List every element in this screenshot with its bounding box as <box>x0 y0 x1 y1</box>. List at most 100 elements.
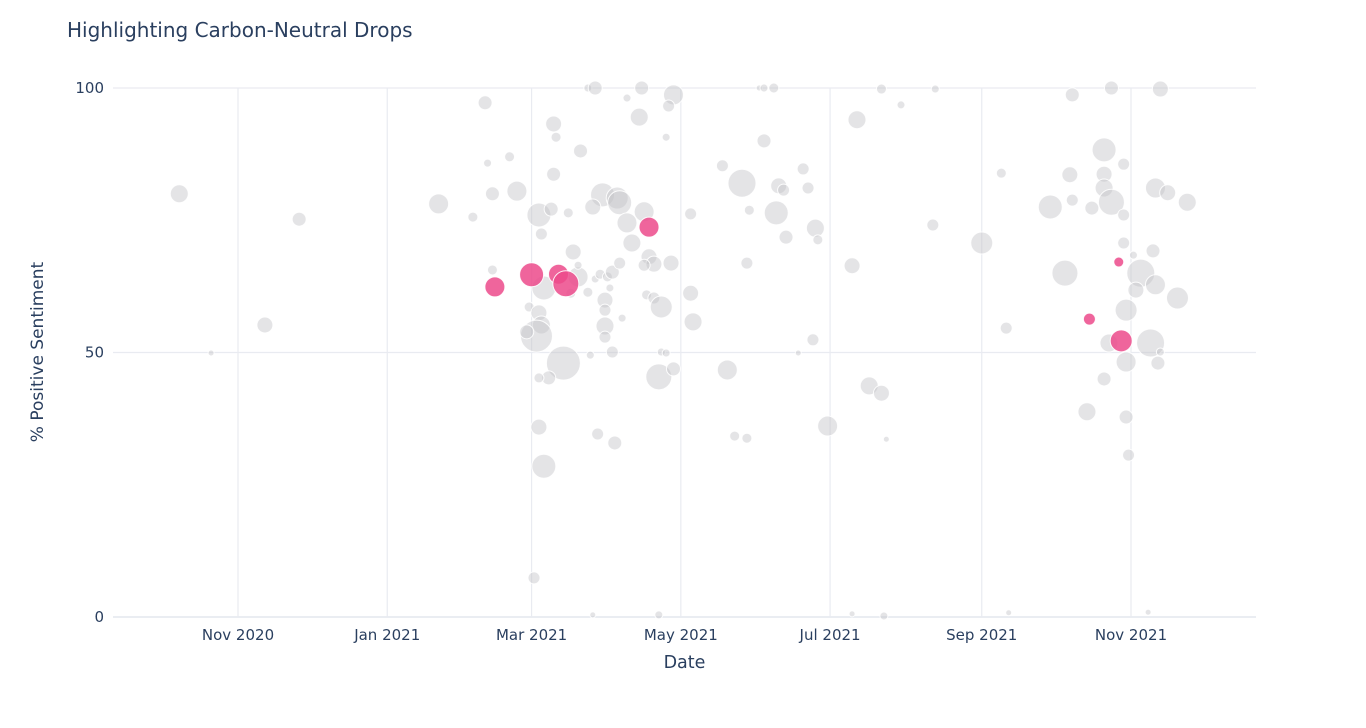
bubble[interactable] <box>817 415 839 437</box>
highlight-bubble[interactable] <box>1082 312 1096 326</box>
bubble[interactable] <box>970 231 994 255</box>
bubble[interactable] <box>546 166 562 182</box>
bubble[interactable] <box>486 264 498 276</box>
bubble[interactable] <box>607 435 623 451</box>
bubble[interactable] <box>530 304 548 322</box>
bubble[interactable] <box>740 256 754 270</box>
bubble[interactable] <box>794 349 802 357</box>
bubble[interactable] <box>605 345 619 359</box>
bubble[interactable] <box>534 227 548 241</box>
bubble[interactable] <box>590 182 616 208</box>
bubble[interactable] <box>598 330 612 344</box>
bubble[interactable] <box>1114 298 1138 322</box>
bubble[interactable] <box>589 611 597 619</box>
bubble[interactable] <box>843 257 861 275</box>
highlight-bubble[interactable] <box>552 270 580 298</box>
bubble[interactable] <box>291 211 307 227</box>
bubble[interactable] <box>605 283 615 293</box>
bubble[interactable] <box>256 316 274 334</box>
bubble[interactable] <box>1061 166 1079 184</box>
bubble[interactable] <box>531 453 557 479</box>
bubble[interactable] <box>467 211 479 223</box>
bubble[interactable] <box>1127 281 1145 299</box>
bubble[interactable] <box>1065 193 1079 207</box>
bubble[interactable] <box>715 159 729 173</box>
bubble[interactable] <box>743 204 755 216</box>
bubble[interactable] <box>541 370 557 386</box>
bubble[interactable] <box>995 167 1007 179</box>
bubble[interactable] <box>562 207 574 219</box>
bubble[interactable] <box>1145 243 1161 259</box>
bubble[interactable] <box>806 333 820 347</box>
bubble[interactable] <box>684 207 698 221</box>
bubble[interactable] <box>1096 371 1112 387</box>
bubble[interactable] <box>1051 259 1079 287</box>
highlight-bubble[interactable] <box>519 262 545 288</box>
bubble[interactable] <box>607 190 633 216</box>
highlight-bubble[interactable] <box>1113 256 1125 268</box>
bubble[interactable] <box>661 348 671 358</box>
bubble[interactable] <box>1091 137 1117 163</box>
bubble[interactable] <box>634 80 650 96</box>
bubble[interactable] <box>801 181 815 195</box>
bubble[interactable] <box>796 162 810 176</box>
bubble[interactable] <box>805 218 825 238</box>
bubble[interactable] <box>1005 609 1013 617</box>
bubble[interactable] <box>582 286 594 298</box>
bubble[interactable] <box>1126 258 1156 288</box>
highlight-bubble[interactable] <box>1109 329 1133 353</box>
bubble[interactable] <box>778 229 794 245</box>
bubble[interactable] <box>768 82 780 94</box>
bubble[interactable] <box>662 254 680 272</box>
bubble[interactable] <box>1122 448 1136 462</box>
bubble[interactable] <box>573 260 583 270</box>
bubble[interactable] <box>543 201 559 217</box>
bubble[interactable] <box>661 132 671 142</box>
bubble[interactable] <box>756 133 772 149</box>
bubble[interactable] <box>530 418 548 436</box>
bubble[interactable] <box>484 186 500 202</box>
bubble[interactable] <box>1117 157 1131 171</box>
bubble[interactable] <box>596 291 614 309</box>
bubble[interactable] <box>896 100 906 110</box>
bubble[interactable] <box>649 295 673 319</box>
bubble[interactable] <box>1144 608 1152 616</box>
bubble[interactable] <box>930 84 940 94</box>
bubble[interactable] <box>1084 200 1100 216</box>
bubble[interactable] <box>519 324 535 340</box>
bubble[interactable] <box>617 313 627 323</box>
bubble[interactable] <box>207 349 215 357</box>
bubble[interactable] <box>1155 347 1165 357</box>
bubble[interactable] <box>1097 188 1125 216</box>
bubble[interactable] <box>585 350 595 360</box>
bubble[interactable] <box>645 363 673 391</box>
bubble[interactable] <box>1144 177 1166 199</box>
bubble[interactable] <box>527 571 541 585</box>
bubble[interactable] <box>506 180 528 202</box>
bubble[interactable] <box>727 168 757 198</box>
bubble[interactable] <box>1117 236 1131 250</box>
bubble[interactable] <box>1115 351 1137 373</box>
bubble[interactable] <box>847 110 867 130</box>
bubble[interactable] <box>1177 192 1197 212</box>
bubble[interactable] <box>1103 80 1119 96</box>
bubble[interactable] <box>428 193 450 215</box>
bubble[interactable] <box>477 95 493 111</box>
bubble[interactable] <box>882 435 890 443</box>
bubble[interactable] <box>613 256 627 270</box>
bubble[interactable] <box>875 83 887 95</box>
bubble[interactable] <box>1128 250 1138 260</box>
bubble[interactable] <box>1095 165 1113 183</box>
bubble[interactable] <box>573 143 589 159</box>
bubble[interactable] <box>483 158 493 168</box>
bubble[interactable] <box>526 202 552 228</box>
bubble[interactable] <box>637 258 651 272</box>
bubble[interactable] <box>1144 274 1166 296</box>
bubble[interactable] <box>1151 80 1169 98</box>
bubble[interactable] <box>682 284 700 302</box>
bubble[interactable] <box>584 198 602 216</box>
bubble[interactable] <box>1118 409 1134 425</box>
bubble[interactable] <box>519 319 553 353</box>
bubble[interactable] <box>533 372 545 384</box>
